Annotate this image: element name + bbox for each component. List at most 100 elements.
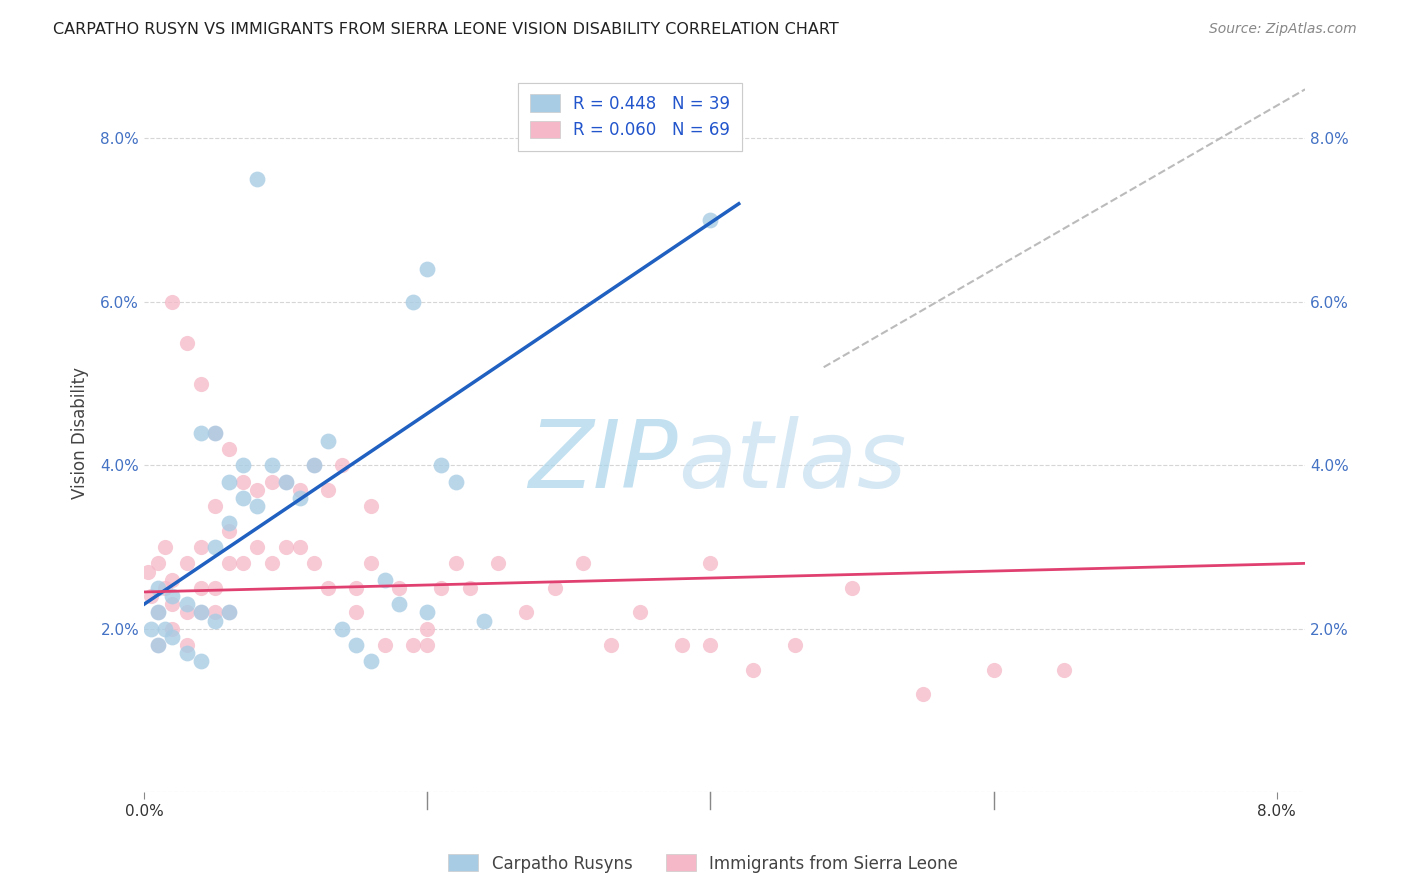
Point [176,638,198,652]
Point [218,442,240,456]
Point [204,425,226,440]
Point [148,638,170,652]
Point [190,606,212,620]
Point [741,663,763,677]
Point [458,581,481,595]
Point [416,622,439,636]
Point [204,499,226,513]
Point [204,581,226,595]
Point [176,335,198,350]
Point [444,475,467,489]
Point [260,458,283,473]
Point [486,557,509,571]
Point [288,540,311,554]
Point [360,655,382,669]
Point [444,557,467,571]
Point [302,557,325,571]
Point [204,540,226,554]
Point [402,294,425,309]
Legend: Carpatho Rusyns, Immigrants from Sierra Leone: Carpatho Rusyns, Immigrants from Sierra … [441,847,965,880]
Point [176,606,198,620]
Point [346,581,368,595]
Point [274,475,297,489]
Point [218,524,240,538]
Point [148,638,170,652]
Point [162,589,184,603]
Point [699,557,721,571]
Point [204,425,226,440]
Point [472,614,495,628]
Point [246,540,269,554]
Y-axis label: Vision Disability: Vision Disability [72,367,89,499]
Point [515,606,537,620]
Point [190,540,212,554]
Point [360,499,382,513]
Point [388,581,411,595]
Point [246,499,269,513]
Point [374,638,396,652]
Point [218,606,240,620]
Point [148,557,170,571]
Point [430,581,453,595]
Point [628,606,651,620]
Point [260,475,283,489]
Point [218,475,240,489]
Point [572,557,595,571]
Point [190,606,212,620]
Point [911,687,934,701]
Point [162,622,184,636]
Point [600,638,623,652]
Point [316,581,339,595]
Point [155,622,177,636]
Point [374,573,396,587]
Point [176,557,198,571]
Point [302,458,325,473]
Point [416,262,439,277]
Point [148,581,170,595]
Point [162,597,184,611]
Point [544,581,567,595]
Point [232,557,254,571]
Text: Source: ZipAtlas.com: Source: ZipAtlas.com [1209,22,1357,37]
Point [983,663,1005,677]
Point [699,638,721,652]
Point [246,483,269,497]
Point [416,606,439,620]
Point [204,606,226,620]
Point [162,294,184,309]
Point [330,622,353,636]
Point [288,491,311,505]
Point [360,557,382,571]
Point [671,638,693,652]
Point [1053,663,1076,677]
Point [190,425,212,440]
Point [430,458,453,473]
Point [330,458,353,473]
Text: atlas: atlas [678,416,907,507]
Point [138,565,160,579]
Point [302,458,325,473]
Point [699,213,721,227]
Point [218,557,240,571]
Point [785,638,807,652]
Point [176,646,198,660]
Point [388,597,411,611]
Point [346,638,368,652]
Text: CARPATHO RUSYN VS IMMIGRANTS FROM SIERRA LEONE VISION DISABILITY CORRELATION CHA: CARPATHO RUSYN VS IMMIGRANTS FROM SIERRA… [53,22,839,37]
Point [288,483,311,497]
Point [155,581,177,595]
Point [190,581,212,595]
Point [346,606,368,620]
Point [148,606,170,620]
Point [218,516,240,530]
Point [204,614,226,628]
Point [232,458,254,473]
Point [232,475,254,489]
Point [141,589,163,603]
Point [162,630,184,644]
Legend: R = 0.448   N = 39, R = 0.060   N = 69: R = 0.448 N = 39, R = 0.060 N = 69 [519,83,742,151]
Point [155,540,177,554]
Point [841,581,863,595]
Point [316,483,339,497]
Point [190,376,212,391]
